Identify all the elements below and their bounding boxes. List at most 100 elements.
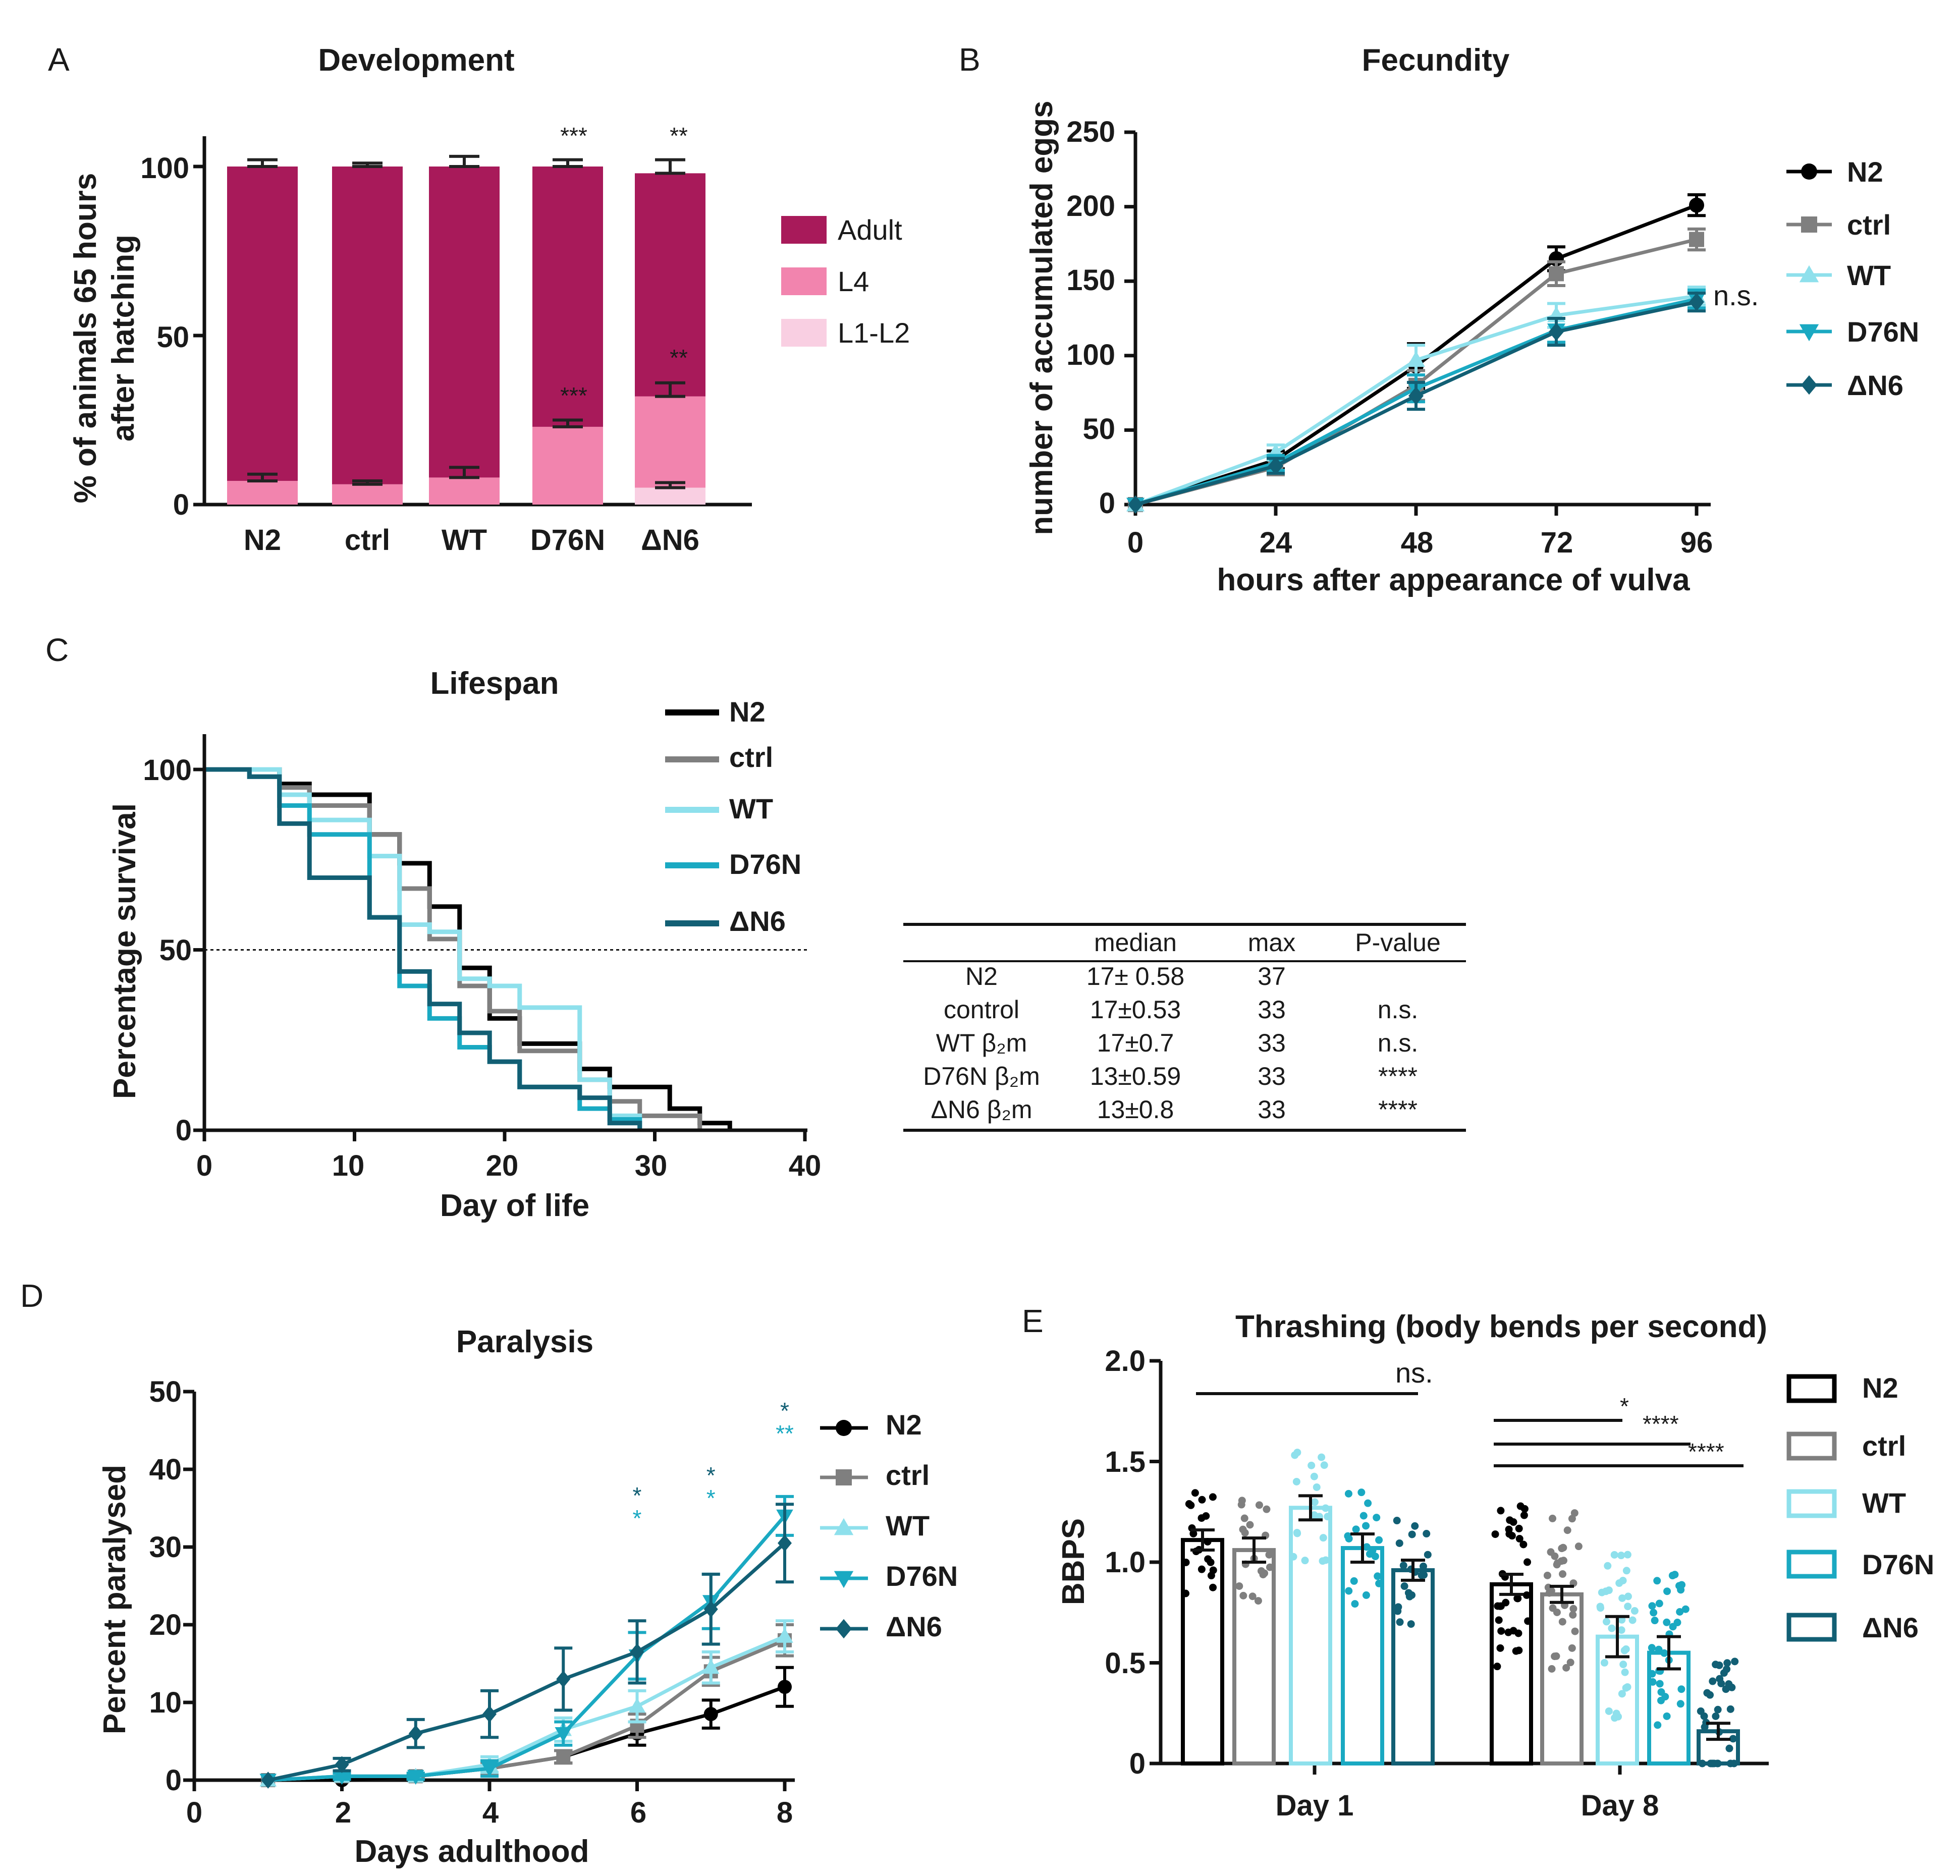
panel-e-dot-d76n [1654,1721,1662,1729]
panel-e-legend-box-ctrl [1786,1431,1837,1461]
panel-e-legend-label-dn6: ΔN6 [1862,1612,1919,1643]
panel-e-dot-ctrl [1570,1509,1578,1517]
panel-d-sig-star: ** [776,1420,794,1447]
panel-d-legend-label-d76n: D76N [886,1560,958,1592]
panel-d-point-ctrl [556,1749,571,1764]
panel-e-dot-d76n [1677,1685,1685,1693]
panel-d-point-dn6 [482,1705,497,1723]
panel-e-dot-n2 [1189,1529,1197,1537]
panel-d-point-dn6 [335,1756,349,1773]
panel-b-legend-marker-n2 [1801,163,1817,180]
panel-d-ytick-10: 10 [149,1686,182,1719]
panel-e-dot-dn6 [1726,1705,1734,1713]
panel-e-dot-ctrl [1571,1627,1579,1635]
panel-e-dot-d76n [1366,1550,1374,1558]
panel-b-point-dn6 [1408,387,1424,405]
panel-e-dot-n2 [1495,1616,1503,1624]
panel-e-dot-n2 [1207,1572,1215,1580]
panel-e-dot-ctrl [1241,1529,1249,1537]
panel-e-dot-ctrl [1266,1563,1274,1571]
panel-e-legend-label-n2: N2 [1862,1372,1898,1404]
panel-a-bar-adult-0 [227,167,298,481]
panel-e-sig-wt: * [1620,1393,1629,1419]
panel-b: B Fecundity number of accumulated eggs h… [959,41,1919,597]
table-cell: control [944,996,1019,1024]
legend-swatch-l1l2 [781,319,827,347]
panel-a-sig-l4-dn6: ** [670,345,688,371]
panel-e-dot-dn6 [1714,1759,1722,1768]
table-header-median: median [1094,928,1177,957]
panel-c: C Lifespan Percentage survival Day of li… [45,632,1466,1223]
panel-a-sig-l4-d76n: *** [560,382,587,409]
panel-e-legend-label-d76n: D76N [1862,1549,1934,1580]
panel-d-ytick-50: 50 [149,1375,182,1408]
table-cell: 33 [1258,1029,1286,1057]
panel-e-dot-dn6 [1395,1539,1403,1547]
panel-c-title: Lifespan [430,666,559,701]
panel-c-step-wt [204,767,642,1130]
panel-e-dot-d76n [1362,1522,1370,1530]
panel-a-xtick-ctrl: ctrl [345,524,390,557]
panel-b-ytick-250: 250 [1066,116,1115,148]
panel-e-dot-ctrl [1248,1592,1257,1601]
panel-d-xtick-4: 4 [482,1796,499,1829]
panel-e-dot-ctrl [1263,1505,1271,1513]
panel-e-dot-n2 [1524,1617,1532,1625]
panel-e-dot-ctrl [1562,1664,1570,1672]
panel-e-dot-ctrl [1255,1501,1263,1509]
panel-b-xlabel: hours after appearance of vulva [1217,563,1690,597]
panel-b-point-dn6 [1689,293,1704,311]
panel-d-legend-label-dn6: ΔN6 [886,1611,942,1642]
panel-e-dot-ctrl [1549,1514,1557,1522]
panel-e-dot-d76n [1655,1599,1663,1608]
panel-e-dot-ctrl [1547,1548,1555,1556]
panel-a-label: A [48,41,70,78]
panel-e-dot-d76n [1364,1499,1372,1507]
panel-a-bar-adult-3 [532,167,603,427]
panel-e-dot-ctrl [1558,1544,1566,1553]
panel-e-dot-wt [1600,1659,1608,1667]
panel-e-dot-ctrl [1254,1597,1262,1605]
panel-d-ytick-0: 0 [166,1764,182,1797]
panel-e-dot-wt [1610,1551,1618,1559]
panel-e-dot-d76n [1344,1489,1352,1498]
table-cell: n.s. [1378,996,1419,1024]
panel-d-point-dn6 [261,1772,276,1789]
panel-e-dot-d76n [1673,1619,1681,1627]
panel-d-sig-star: * [633,1482,642,1509]
panel-e-dot-dn6 [1420,1562,1428,1570]
panel-e-dot-d76n [1663,1618,1671,1626]
panel-e-dot-n2 [1182,1589,1190,1597]
panel-e-dot-wt [1630,1607,1639,1615]
panel-e-xtick-day8: Day 8 [1581,1789,1659,1822]
panel-e-dot-dn6 [1408,1591,1416,1599]
panel-c-xlabel: Day of life [440,1188,589,1223]
panel-c-xtick-0: 0 [196,1149,212,1182]
panel-e-dot-dn6 [1706,1691,1714,1699]
legend-label-l1l2: L1-L2 [838,317,910,349]
panel-b-legend-label-dn6: ΔN6 [1847,369,1903,401]
panel-d-point-dn6 [556,1671,571,1688]
panel-e-dot-n2 [1493,1663,1501,1671]
panel-e-dot-dn6 [1729,1735,1737,1743]
panel-a-bar-l4-4 [635,396,705,488]
panel-c-legend-label-n2: N2 [729,696,766,728]
panel-d-xlabel: Days adulthood [354,1834,589,1869]
panel-c-ylabel: Percentage survival [107,803,142,1099]
panel-d-point-wt [628,1697,646,1713]
panel-e-dot-ctrl [1566,1659,1574,1667]
panel-e-dot-dn6 [1700,1712,1708,1720]
panel-e-dot-n2 [1509,1518,1517,1526]
panel-d-sig-star: * [706,1462,716,1488]
panel-e-dot-n2 [1494,1602,1502,1610]
panel-b-ytick-200: 200 [1066,190,1115,223]
panel-c-xtick-40: 40 [789,1149,822,1182]
panel-a-bar-adult-2 [429,167,500,478]
panel-e-dot-d76n [1345,1587,1353,1595]
table-header-pvalue: P-value [1355,928,1441,957]
panel-a-ytick-0: 0 [173,488,189,521]
panel-e-dot-wt [1603,1618,1611,1626]
panel-e-dot-wt [1319,1534,1327,1542]
panel-e-sig-d76n: **** [1643,1411,1679,1437]
panel-d-point-d76n [333,1770,351,1785]
